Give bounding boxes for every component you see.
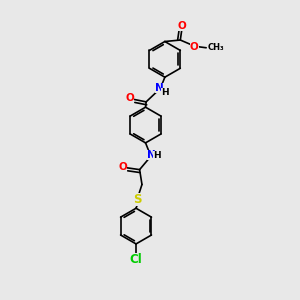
Text: O: O	[126, 93, 134, 103]
Text: H: H	[153, 151, 160, 160]
Text: Cl: Cl	[130, 253, 142, 266]
Text: CH₃: CH₃	[207, 43, 224, 52]
Text: S: S	[133, 194, 142, 206]
Text: O: O	[190, 42, 199, 52]
Text: O: O	[177, 21, 186, 31]
Text: N: N	[146, 150, 155, 160]
Text: O: O	[118, 162, 127, 172]
Text: N: N	[155, 83, 164, 94]
Text: H: H	[161, 88, 169, 97]
